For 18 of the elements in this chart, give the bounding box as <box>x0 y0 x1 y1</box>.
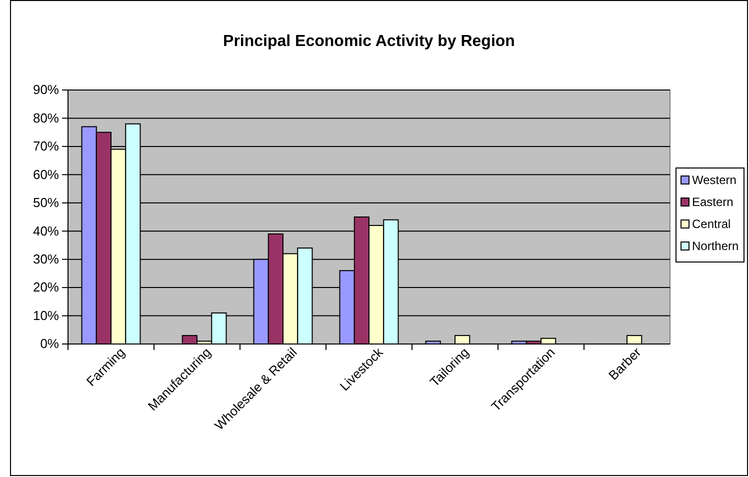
y-tick-label: 50% <box>32 195 60 210</box>
legend-label: Eastern <box>692 195 734 209</box>
legend-label: Central <box>692 217 731 231</box>
y-tick-label: 30% <box>32 251 60 266</box>
y-tick-label: 70% <box>32 138 60 154</box>
y-tick-label: 60% <box>32 166 60 182</box>
y-tick-label: 10% <box>32 308 60 323</box>
bar <box>454 335 470 344</box>
chart-title: Principal Economic Activity by Region <box>223 33 515 50</box>
y-tick-label: 20% <box>32 280 60 295</box>
y-tick-label: 80% <box>32 110 60 126</box>
legend-label: Western <box>692 173 736 187</box>
legend-label: Northern <box>692 239 739 253</box>
y-tick-label: 90% <box>32 82 60 98</box>
bar <box>626 335 642 344</box>
y-tick-label: 0% <box>40 336 60 352</box>
y-tick-label: 40% <box>32 223 60 238</box>
bar <box>425 340 441 344</box>
